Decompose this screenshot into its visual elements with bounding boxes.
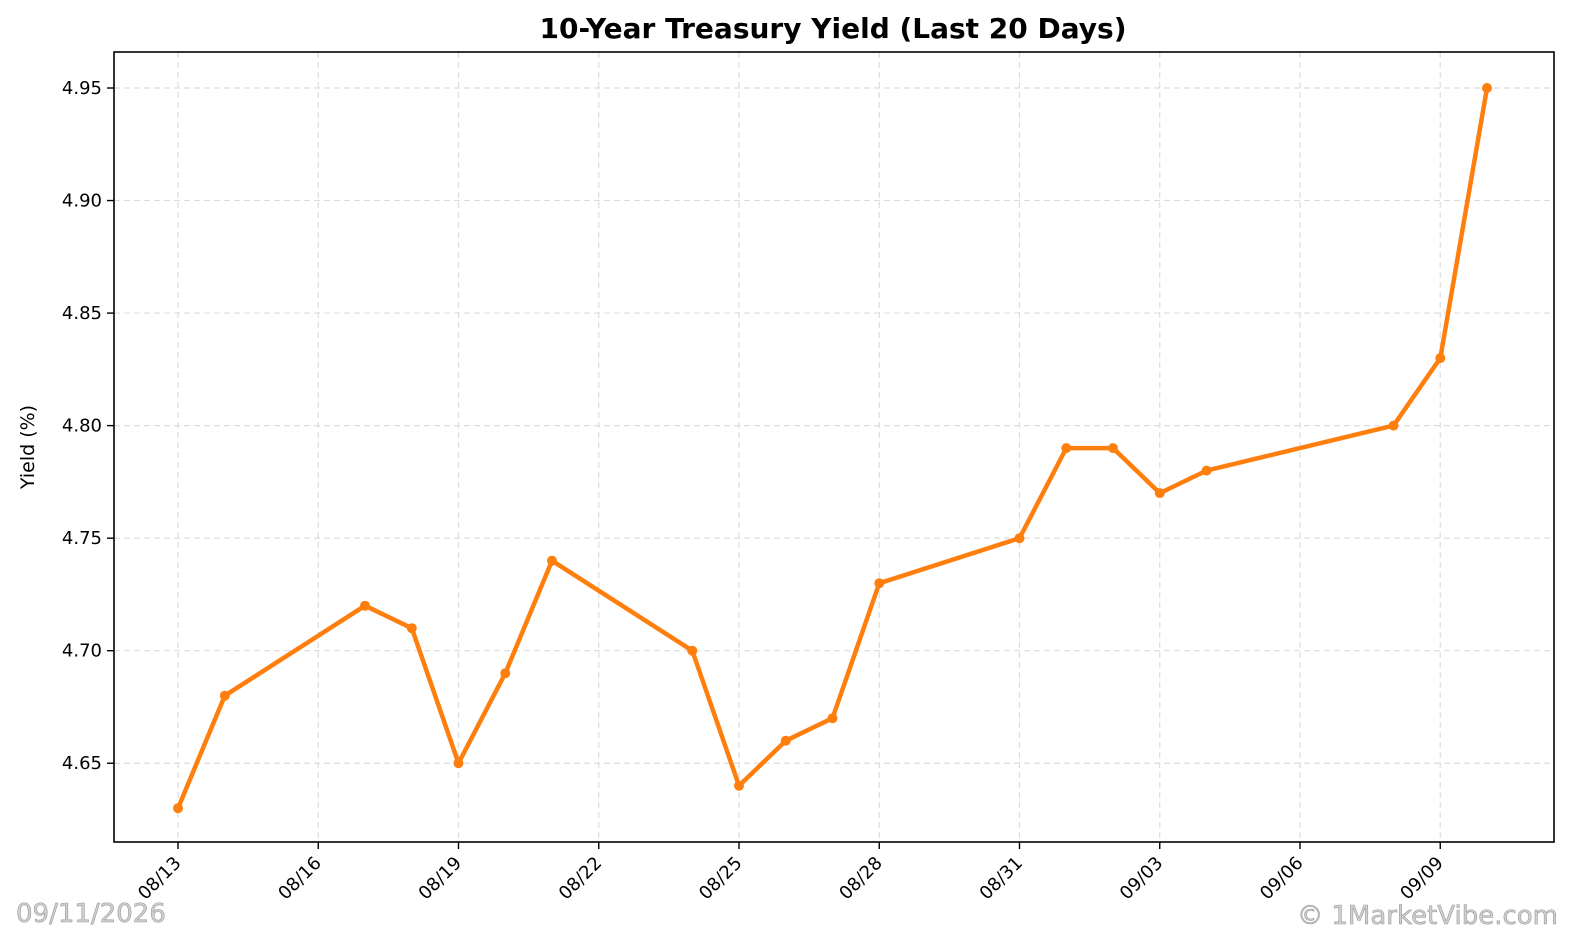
series-layer (173, 83, 1492, 814)
series-line (175, 85, 1490, 811)
data-point (827, 713, 838, 724)
y-tick-label: 4.95 (62, 78, 102, 99)
data-point (1435, 353, 1446, 364)
y-axis: 4.65 4.70 4.75 4.80 4.85 4.90 4.95 (62, 78, 114, 774)
data-point (406, 623, 417, 634)
data-point (360, 600, 370, 611)
data-point (1061, 443, 1072, 454)
data-point (453, 758, 464, 769)
watermark-brand: © 1MarketVibe.com (1297, 901, 1558, 931)
data-point (1482, 83, 1492, 93)
y-tick-label: 4.70 (62, 641, 102, 662)
y-tick-label: 4.80 (62, 416, 102, 437)
data-point (780, 735, 791, 746)
y-tick-label: 4.90 (62, 191, 102, 212)
y-tick-label: 4.75 (62, 528, 102, 549)
y-tick-label: 4.85 (62, 303, 102, 324)
y-axis-label: Yield (%) (17, 405, 39, 490)
data-point (547, 555, 557, 566)
data-point (734, 780, 744, 791)
data-point (1388, 420, 1399, 431)
data-point (173, 803, 183, 814)
grid-layer (114, 52, 1554, 842)
watermark-date: 09/11/2026 (16, 899, 166, 929)
data-point (874, 578, 885, 589)
data-point (500, 668, 511, 679)
data-point (1154, 488, 1165, 499)
data-point (1014, 533, 1025, 544)
data-point (1201, 465, 1212, 476)
data-point (219, 690, 230, 701)
data-point (1108, 443, 1118, 454)
chart-title: 10-Year Treasury Yield (Last 20 Days) (539, 12, 1126, 45)
y-tick-label: 4.65 (62, 753, 102, 774)
data-point (687, 645, 698, 656)
plot-frame (113, 51, 1555, 843)
